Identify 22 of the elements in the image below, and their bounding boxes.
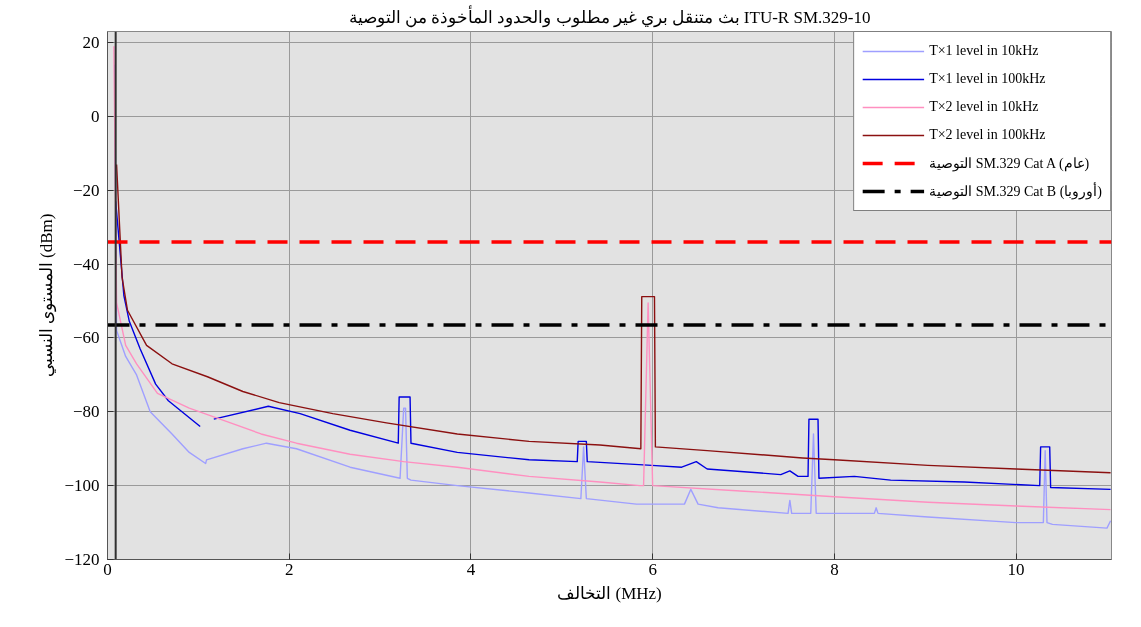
legend-label: T×2 level in 100kHz	[929, 126, 1046, 144]
y-tick-label: −60	[72, 328, 100, 348]
y-tick-label: −40	[72, 254, 100, 274]
y-tick-label: −20	[72, 180, 100, 200]
y-tick-label: −100	[64, 476, 100, 496]
x-axis-title: التخالف (MHz)	[557, 583, 662, 603]
y-tick-label: −120	[64, 550, 100, 569]
x-tick-label: 8	[830, 559, 839, 579]
legend-label: T×1 level in 100kHz	[929, 70, 1046, 88]
x-tick-label: 2	[284, 559, 294, 579]
y-tick-label: 0	[91, 106, 100, 126]
y-tick-label: −80	[72, 402, 100, 422]
legend-label: T×2 level in 10kHz	[929, 98, 1039, 116]
legend-label: التوصية SM.329 Cat B (أوروبا)	[929, 181, 1102, 202]
y-axis-title: المستوى النسبي (dBm)	[37, 213, 58, 378]
x-tick-label: 6	[648, 559, 657, 579]
chart-title: بث متنقل بري غير مطلوب والحدود المأخوذة من التوصية ITU-R SM.329-10	[348, 4, 871, 28]
x-tick-label: 10	[1007, 559, 1025, 579]
y-tick-label: 20	[82, 33, 100, 53]
legend-label: التوصية SM.329 Cat A (عام)	[929, 154, 1090, 174]
legend-label: T×1 level in 10kHz	[929, 42, 1039, 60]
x-tick-label: 4	[466, 559, 476, 579]
